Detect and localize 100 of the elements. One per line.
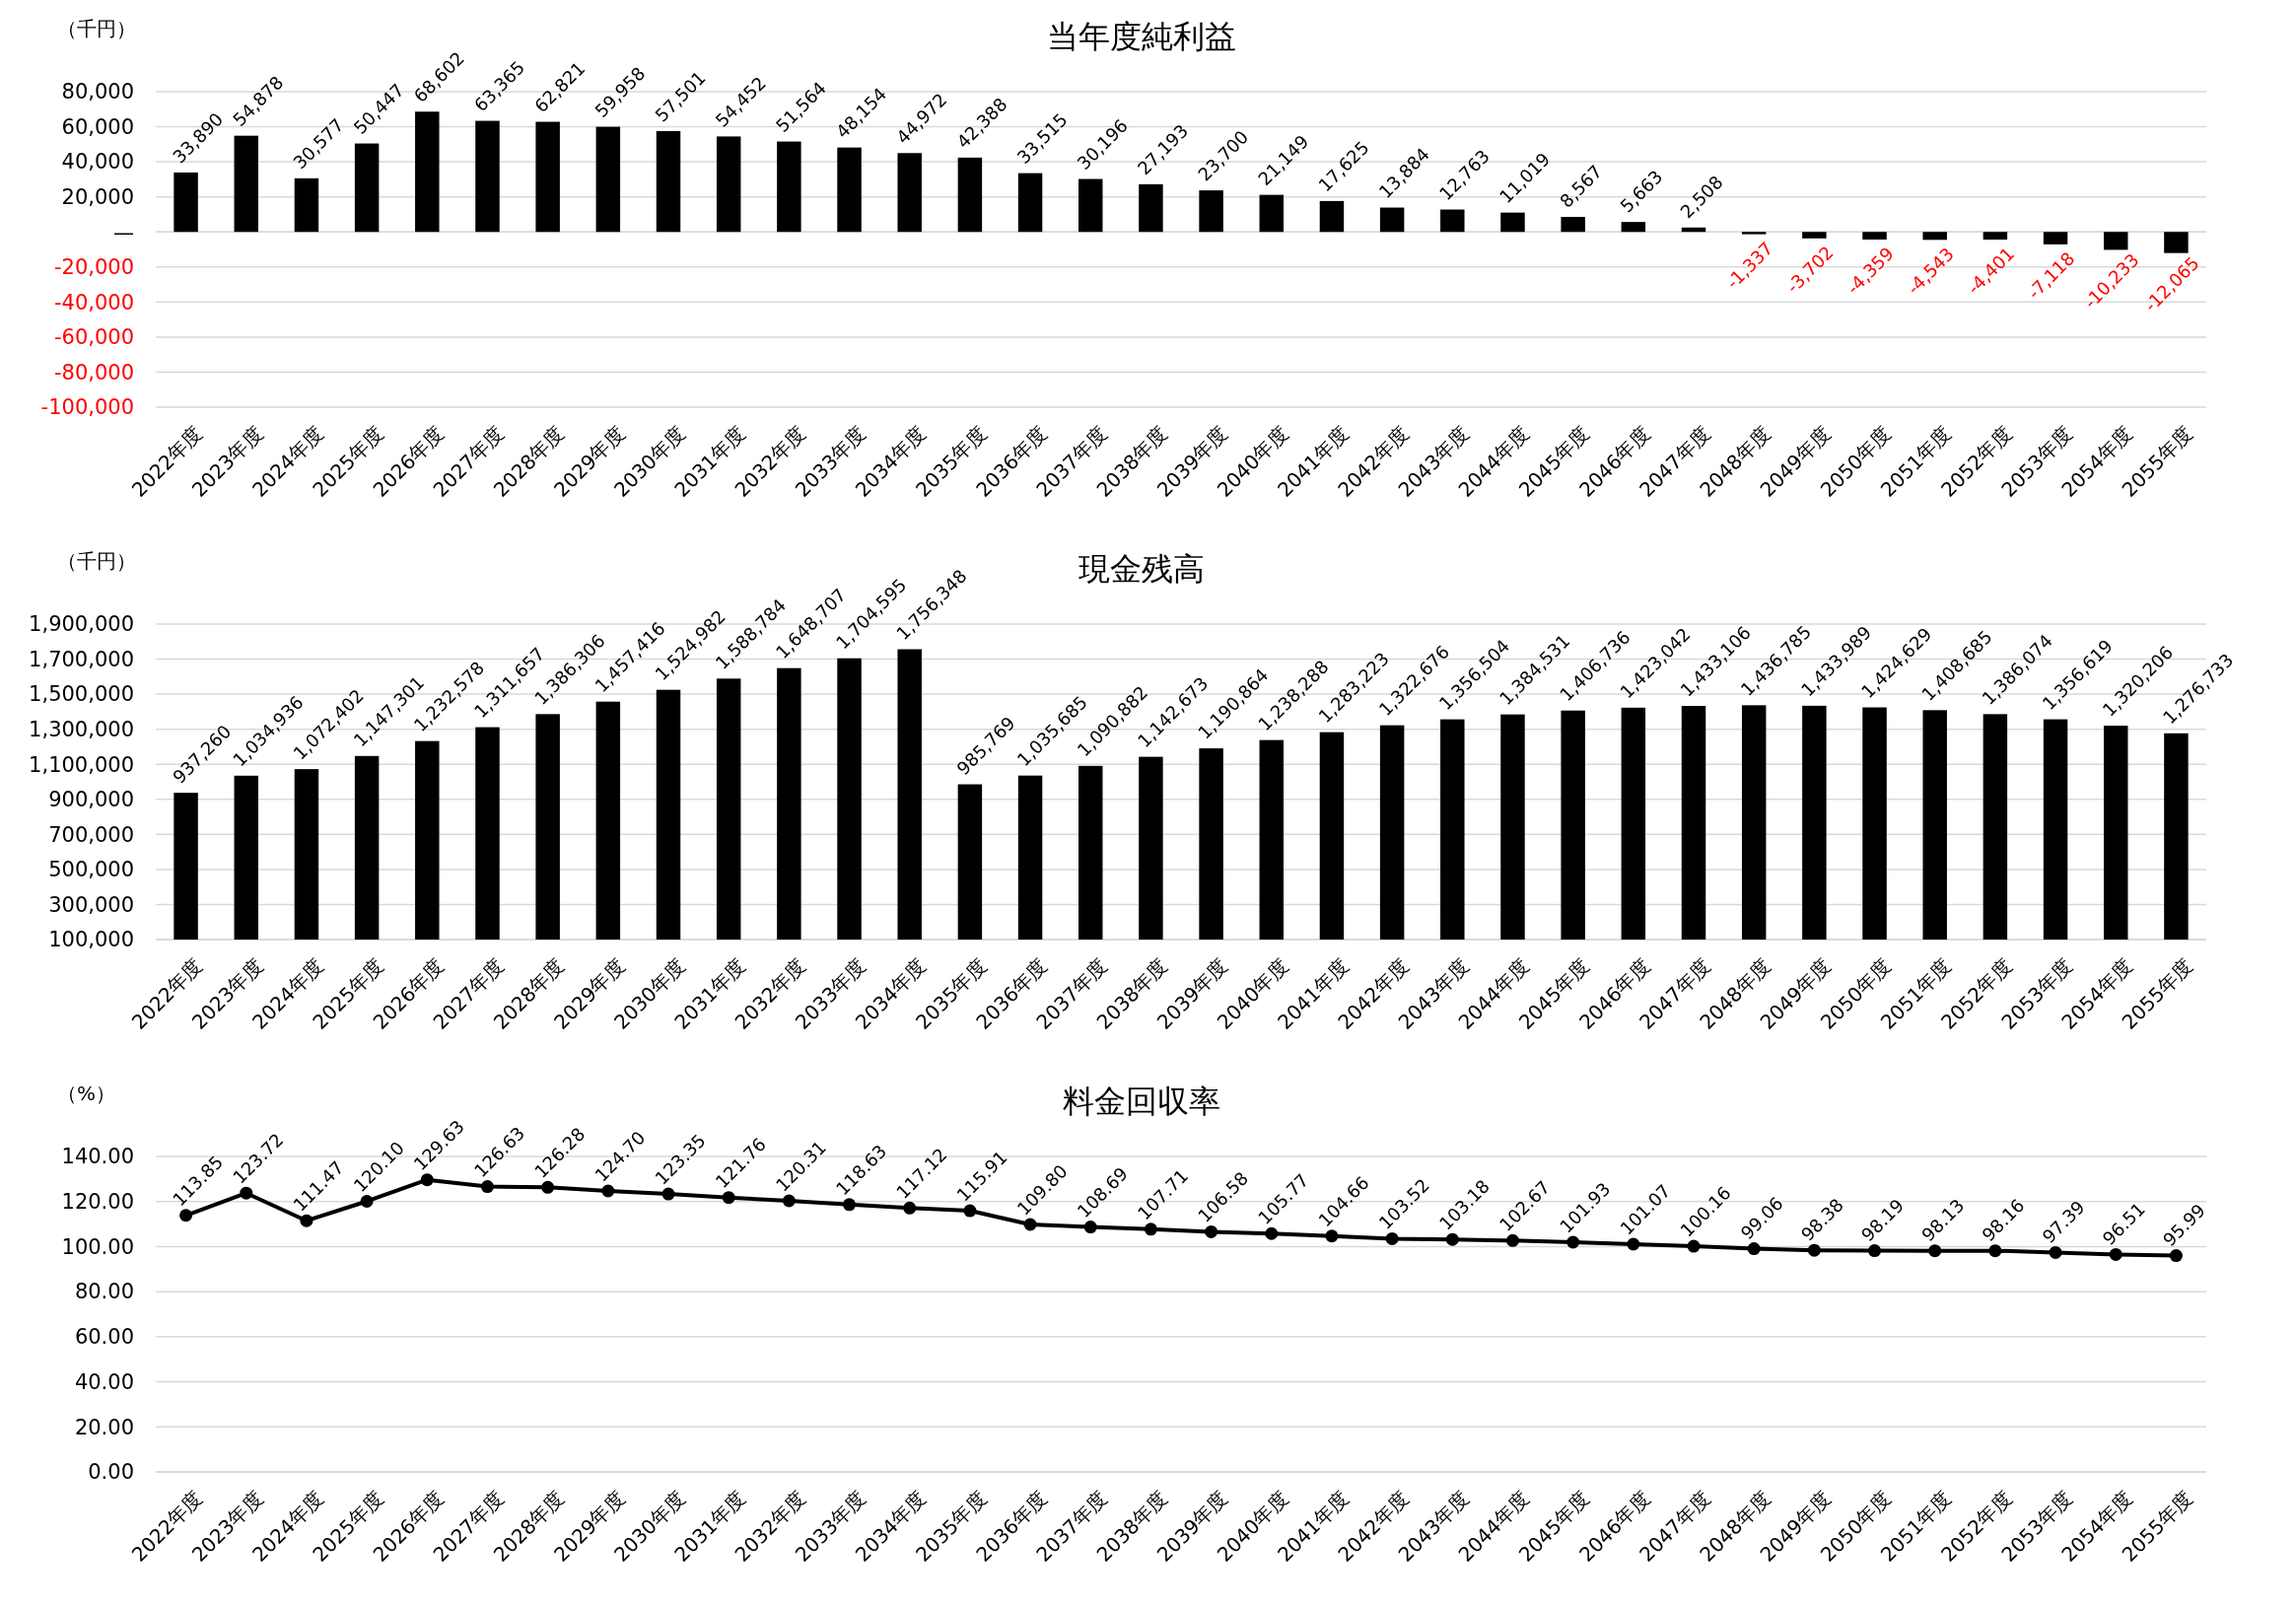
y-tick-label: 1,700,000 (29, 647, 134, 671)
point (1747, 1242, 1761, 1256)
bar (1379, 207, 1405, 233)
bar (1561, 216, 1585, 233)
bar (1078, 178, 1103, 233)
bar (2164, 232, 2189, 253)
bar (1741, 232, 1767, 235)
point (300, 1214, 313, 1227)
bar (716, 136, 741, 233)
point (420, 1173, 434, 1187)
point (843, 1198, 857, 1212)
y-tick-label: 300,000 (48, 892, 134, 917)
bar (1017, 173, 1043, 233)
point (1988, 1244, 2002, 1258)
bar (1862, 232, 1887, 240)
y-tick-label: 1,500,000 (29, 682, 134, 707)
bar (2043, 232, 2068, 245)
point (360, 1194, 374, 1208)
y-tick-label: 100.00 (61, 1234, 134, 1259)
point (1687, 1239, 1701, 1253)
y-axis-title: （千円） (57, 549, 136, 573)
y-tick-label: 0.00 (88, 1460, 134, 1485)
point (1205, 1224, 1218, 1238)
y-tick-label: 700,000 (48, 822, 134, 847)
point (1445, 1232, 1459, 1246)
y-tick-label: 140.00 (61, 1145, 134, 1169)
bar (535, 121, 560, 233)
point (1627, 1237, 1640, 1251)
y-tick-label: 500,000 (48, 858, 134, 882)
point (1023, 1218, 1037, 1231)
y-tick-label: 1,300,000 (29, 718, 134, 742)
bar (1983, 232, 2008, 241)
y-tick-label: -20,000 (53, 255, 134, 280)
bar (1440, 209, 1465, 233)
bar (837, 147, 862, 233)
y-tick-label: 100,000 (48, 928, 134, 952)
point (1265, 1226, 1279, 1240)
point (1144, 1223, 1157, 1236)
point (661, 1187, 675, 1201)
y-tick-label: 1,900,000 (29, 612, 134, 637)
chart-title: 現金残高 (1078, 550, 1205, 588)
bar (234, 135, 258, 233)
bar (174, 172, 198, 233)
bar (1802, 232, 1827, 239)
point (1083, 1221, 1097, 1234)
y-axis-title: （%） (57, 1082, 116, 1105)
bar (1319, 200, 1345, 233)
bar (595, 126, 621, 233)
bar (415, 111, 440, 233)
chart-title: 料金回収率 (1063, 1083, 1220, 1120)
point (2049, 1245, 2062, 1259)
point (722, 1191, 735, 1205)
point (782, 1194, 796, 1208)
point (2109, 1247, 2122, 1261)
bar (1259, 194, 1284, 233)
bar (656, 131, 681, 233)
point (541, 1180, 555, 1194)
y-tick-label: 120.00 (61, 1190, 134, 1215)
bar (1199, 190, 1223, 233)
y-tick-label: 40,000 (61, 150, 134, 175)
y-tick-label: 80,000 (61, 80, 134, 105)
y-tick-label: 60.00 (74, 1325, 134, 1350)
y-tick-label: 1,100,000 (29, 752, 134, 777)
y-tick-label: 900,000 (48, 788, 134, 812)
y-tick-label: 20.00 (74, 1415, 134, 1439)
point (179, 1209, 193, 1223)
y-axis-title: （千円） (57, 17, 136, 40)
y-tick-label: 80.00 (74, 1280, 134, 1304)
bar (1139, 183, 1163, 233)
point (1325, 1229, 1339, 1243)
point (1505, 1233, 1519, 1247)
bar (957, 157, 983, 233)
point (601, 1184, 615, 1198)
bar (897, 153, 922, 233)
point (963, 1204, 977, 1218)
bar (777, 141, 801, 233)
chart-title: 当年度純利益 (1047, 18, 1236, 55)
y-tick-label: 60,000 (61, 114, 134, 139)
bar (1621, 222, 1646, 233)
bar (475, 120, 500, 233)
point (1807, 1243, 1821, 1257)
bar (354, 143, 380, 233)
point (240, 1186, 253, 1200)
y-tick-label: -40,000 (53, 290, 134, 314)
y-tick-label: -60,000 (53, 325, 134, 350)
bar (294, 177, 319, 233)
bar (1500, 212, 1525, 233)
point (1385, 1231, 1399, 1245)
bar (1922, 232, 1947, 241)
point (903, 1201, 917, 1215)
point (1868, 1244, 1882, 1258)
y-tick-label: 20,000 (61, 185, 134, 210)
y-tick-label: — (113, 220, 134, 245)
y-tick-label: -100,000 (40, 395, 134, 420)
point (1566, 1235, 1580, 1249)
point (2169, 1249, 2183, 1263)
bar (2104, 232, 2128, 250)
point (1928, 1244, 1942, 1258)
point (480, 1180, 494, 1194)
y-tick-label: 40.00 (74, 1369, 134, 1394)
